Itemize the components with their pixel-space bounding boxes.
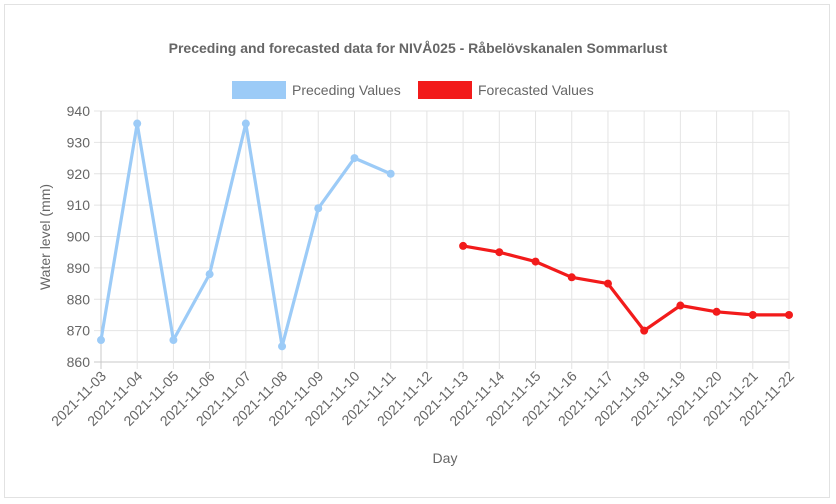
data-point-forecasted[interactable]: [676, 301, 685, 310]
data-point-forecasted[interactable]: [531, 257, 540, 266]
chart-frame: [4, 4, 830, 498]
data-point-forecasted[interactable]: [459, 241, 468, 250]
legend-item-forecasted[interactable]: Forecasted Values: [418, 81, 594, 99]
chart-title: Preceding and forecasted data for NIVÅ02…: [169, 40, 668, 56]
data-point-preceding[interactable]: [205, 270, 214, 279]
legend-swatch-preceding: [232, 81, 286, 99]
data-point-preceding[interactable]: [97, 336, 105, 345]
data-point-preceding[interactable]: [278, 342, 287, 351]
y-tick-label: 860: [67, 354, 91, 370]
data-point-forecasted[interactable]: [640, 326, 649, 335]
y-tick-label: 900: [67, 229, 91, 245]
data-point-forecasted[interactable]: [748, 310, 757, 319]
data-point-forecasted[interactable]: [603, 279, 612, 288]
y-axis-title: Water level (mm): [37, 184, 53, 290]
data-point-preceding[interactable]: [169, 336, 178, 345]
data-point-preceding[interactable]: [386, 169, 395, 178]
grid: [94, 110, 790, 369]
data-point-preceding[interactable]: [350, 154, 359, 163]
y-tick-label: 920: [67, 166, 91, 182]
y-tick-label: 910: [67, 197, 91, 213]
legend-item-preceding[interactable]: Preceding Values: [232, 81, 401, 99]
y-axis-ticks: 860 870 880 890 900 910 920 930 940: [67, 103, 91, 370]
data-point-forecasted[interactable]: [567, 273, 576, 282]
data-point-preceding[interactable]: [314, 204, 323, 213]
series-line-forecasted: [461, 244, 791, 333]
series-layer: [97, 119, 793, 351]
y-tick-label: 870: [67, 323, 91, 339]
y-tick-label: 880: [67, 291, 91, 307]
x-axis-ticks: 2021-11-032021-11-042021-11-052021-11-06…: [48, 368, 797, 429]
y-tick-label: 940: [67, 103, 91, 119]
y-tick-label: 890: [67, 260, 91, 276]
legend-label-forecasted: Forecasted Values: [478, 82, 594, 98]
data-point-forecasted[interactable]: [495, 248, 504, 257]
data-point-forecasted[interactable]: [712, 307, 721, 316]
data-point-preceding[interactable]: [133, 119, 142, 128]
legend: Preceding Values Forecasted Values: [232, 81, 594, 99]
legend-swatch-forecasted: [418, 81, 472, 99]
legend-label-preceding: Preceding Values: [292, 82, 401, 98]
x-axis-title: Day: [433, 450, 458, 466]
data-point-forecasted[interactable]: [785, 310, 793, 319]
data-point-preceding[interactable]: [241, 119, 250, 128]
y-tick-label: 930: [67, 134, 91, 150]
